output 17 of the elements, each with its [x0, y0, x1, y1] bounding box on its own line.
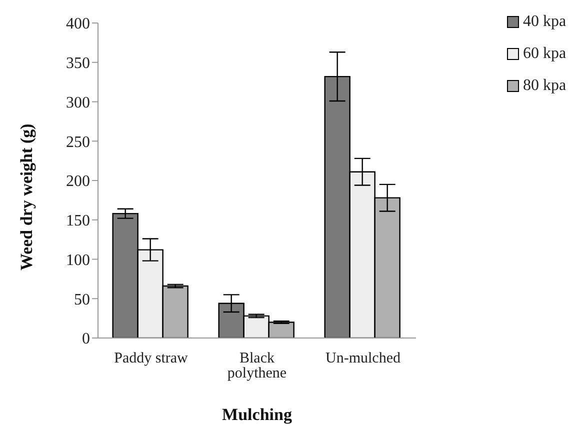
y-tick-label: 200 — [66, 173, 90, 190]
y-tick-label: 400 — [66, 16, 90, 33]
y-tick-label: 250 — [66, 134, 90, 151]
legend-label: 80 kpa — [523, 77, 566, 95]
y-tick-label: 100 — [66, 252, 90, 269]
y-tick-label: 300 — [66, 94, 90, 112]
y-tick-label: 50 — [74, 291, 90, 308]
x-tick-label: Paddy straw — [114, 350, 188, 367]
x-tick-label: Black polythene — [227, 350, 287, 382]
y-tick-label: 150 — [66, 212, 90, 230]
legend-label: 60 kpa — [523, 45, 566, 63]
x-axis-title: Mulching — [222, 405, 292, 424]
y-tick-label: 0 — [82, 330, 90, 348]
y-axis-title: Weed dry weight (g) — [17, 124, 36, 270]
x-tick-label: Un-mulched — [326, 350, 401, 367]
legend-label: 40 kpa — [523, 13, 566, 31]
y-tick-label: 350 — [66, 55, 90, 72]
